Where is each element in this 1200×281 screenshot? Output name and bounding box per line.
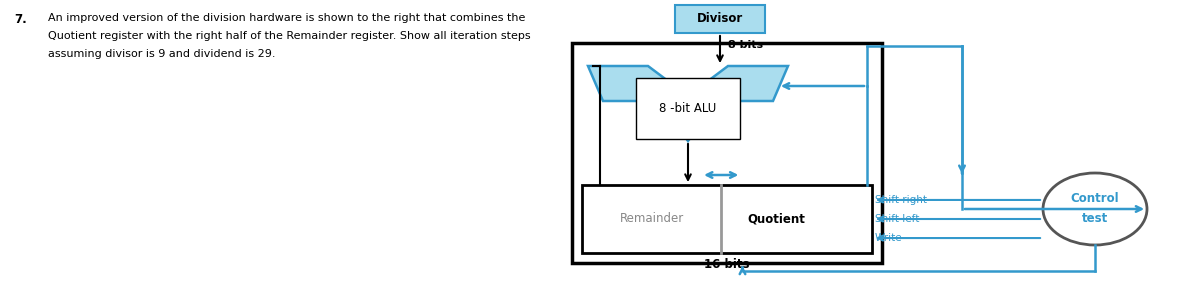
Text: Shift left: Shift left [875, 214, 919, 224]
FancyBboxPatch shape [674, 5, 766, 33]
Text: test: test [1082, 212, 1108, 225]
Text: Quotient: Quotient [748, 212, 805, 225]
Bar [582, 185, 872, 253]
Polygon shape [588, 66, 788, 141]
Text: assuming divisor is 9 and dividend is 29.: assuming divisor is 9 and dividend is 29… [48, 49, 276, 59]
Text: An improved version of the division hardware is shown to the right that combines: An improved version of the division hard… [48, 13, 526, 23]
Text: Write: Write [875, 233, 902, 243]
Text: Quotient register with the right half of the Remainder register. Show all iterat: Quotient register with the right half of… [48, 31, 530, 41]
Text: 8 -bit ALU: 8 -bit ALU [659, 102, 716, 115]
Text: Control: Control [1070, 192, 1120, 205]
Text: 7.: 7. [14, 13, 26, 26]
Text: Remainder: Remainder [619, 212, 684, 225]
Text: 8 bits: 8 bits [728, 40, 763, 50]
Text: 16 bits: 16 bits [704, 258, 750, 271]
Ellipse shape [1043, 173, 1147, 245]
Text: Shift right: Shift right [875, 195, 928, 205]
Text: Divisor: Divisor [697, 12, 743, 26]
Bar [572, 43, 882, 263]
